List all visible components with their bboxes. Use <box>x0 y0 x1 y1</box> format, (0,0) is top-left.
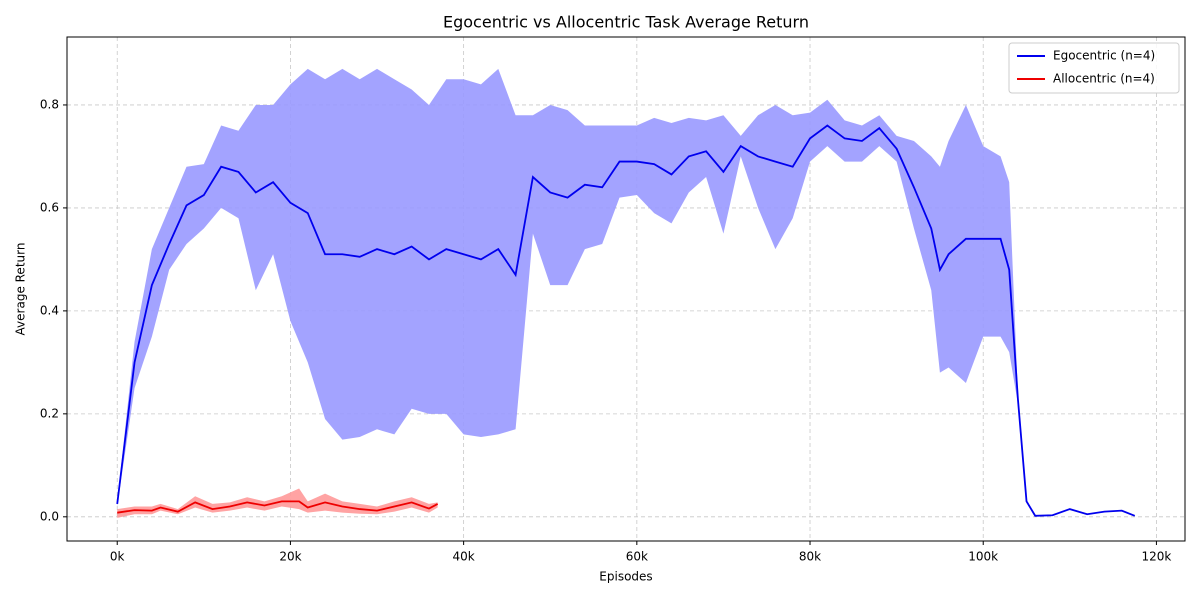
x-tick-label: 100k <box>968 550 998 564</box>
y-tick-label: 0.6 <box>40 200 59 214</box>
legend-label: Allocentric (n=4) <box>1053 72 1155 86</box>
y-tick-label: 0.8 <box>40 97 59 111</box>
x-tick-label: 40k <box>453 550 475 564</box>
y-tick-label: 0.2 <box>40 406 59 420</box>
line <box>116 124 1136 517</box>
legend-box <box>1008 42 1180 94</box>
x-axis-label: Episodes <box>599 570 652 584</box>
x-tick-label: 60k <box>626 550 648 564</box>
chart-title: Egocentric vs Allocentric Task Average R… <box>443 13 809 32</box>
plot-frame <box>66 36 1186 542</box>
x-tick-label: 0k <box>110 550 125 564</box>
band <box>117 68 1135 516</box>
y-tick-label: 0.0 <box>40 509 59 523</box>
x-tick-label: 20k <box>279 550 301 564</box>
y-tick-label: 0.4 <box>40 303 59 317</box>
y-axis-label: Average Return <box>14 243 28 336</box>
line <box>117 500 439 514</box>
legend-label: Egocentric (n=4) <box>1053 49 1155 63</box>
x-tick-label: 80k <box>799 550 821 564</box>
x-tick-label: 120k <box>1141 550 1171 564</box>
